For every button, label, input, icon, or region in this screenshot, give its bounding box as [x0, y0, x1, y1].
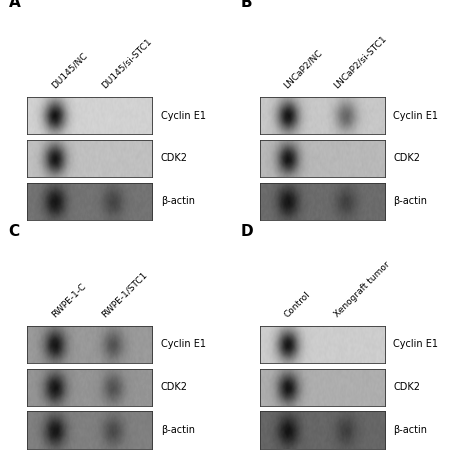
Text: β-actin: β-actin [393, 425, 427, 435]
Text: Cyclin E1: Cyclin E1 [161, 111, 206, 120]
Text: CDK2: CDK2 [393, 382, 420, 392]
Text: β-actin: β-actin [161, 425, 195, 435]
Text: β-actin: β-actin [393, 197, 427, 206]
Text: DU145/si-STC1: DU145/si-STC1 [100, 37, 154, 90]
Text: Control: Control [282, 290, 311, 319]
Text: CDK2: CDK2 [161, 154, 188, 163]
Text: DU145/NC: DU145/NC [50, 51, 89, 90]
Text: β-actin: β-actin [161, 197, 195, 206]
Text: CDK2: CDK2 [161, 382, 188, 392]
Text: LNCaP2/si-STC1: LNCaP2/si-STC1 [332, 34, 389, 90]
Text: RWPE-1/STC1: RWPE-1/STC1 [100, 270, 149, 319]
Text: C: C [9, 224, 19, 239]
Text: A: A [9, 0, 20, 10]
Text: B: B [241, 0, 253, 10]
Text: RWPE-1-C: RWPE-1-C [50, 282, 88, 319]
Text: D: D [241, 224, 254, 239]
Text: Cyclin E1: Cyclin E1 [161, 340, 206, 349]
Text: CDK2: CDK2 [393, 154, 420, 163]
Text: Cyclin E1: Cyclin E1 [393, 111, 438, 120]
Text: Cyclin E1: Cyclin E1 [393, 340, 438, 349]
Text: Xenograft tumor: Xenograft tumor [332, 260, 391, 319]
Text: LNCaP2/NC: LNCaP2/NC [282, 48, 324, 90]
